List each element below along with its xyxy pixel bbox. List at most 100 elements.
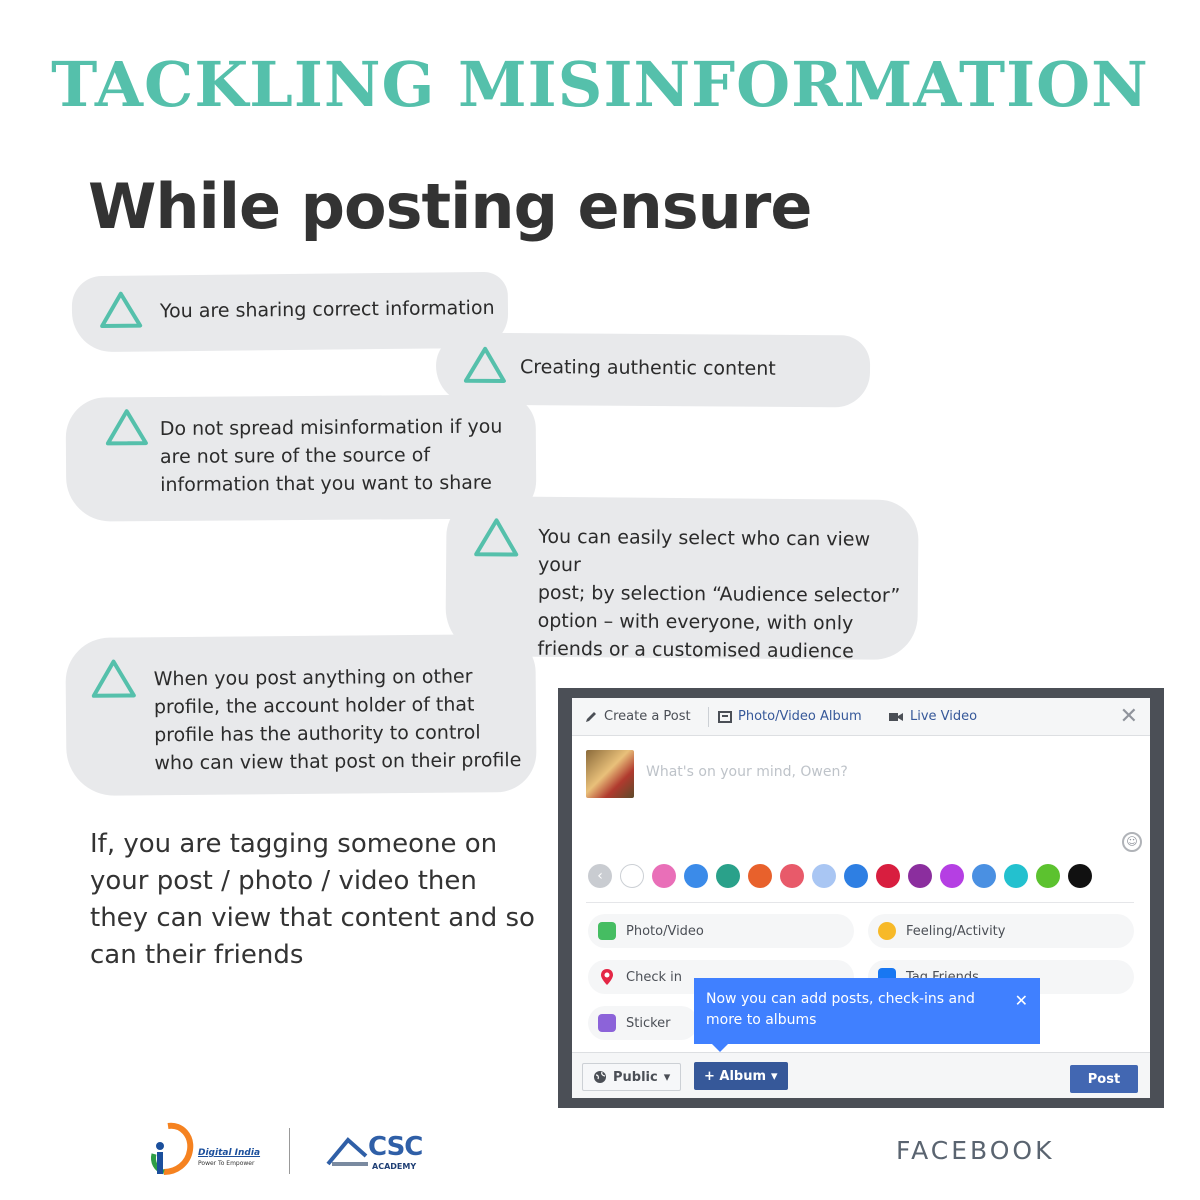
pencil-icon xyxy=(586,711,596,722)
facebook-brand: FACEBOOK xyxy=(896,1136,1055,1165)
footer-divider xyxy=(289,1128,290,1174)
digital-india-tagline: Power To Empower xyxy=(198,1160,255,1167)
tagging-line: If, you are tagging someone on xyxy=(90,829,498,859)
color-swatch[interactable] xyxy=(812,864,836,888)
color-swatch[interactable] xyxy=(716,864,740,888)
triangle-icon xyxy=(463,346,506,383)
tip-line: friends or a customised audience xyxy=(537,637,854,663)
album-tooltip: Now you can add posts, check-ins and mor… xyxy=(694,978,1040,1052)
tip-bubble-do-not-spread: Do not spread misinformation if you are … xyxy=(65,394,537,522)
tagging-line: they can view that content and so xyxy=(90,903,535,933)
tooltip-tail xyxy=(712,1044,728,1052)
globe-icon xyxy=(594,1071,606,1083)
tip-line: profile has the authority to control xyxy=(154,721,481,747)
color-swatch[interactable] xyxy=(684,864,708,888)
tooltip-line: Now you can add posts, check-ins and xyxy=(706,991,975,1007)
tagging-note: If, you are tagging someone on your post… xyxy=(90,826,540,974)
avatar xyxy=(586,750,634,798)
composer-footer: Public ▾ + Album ▾ Post xyxy=(572,1052,1150,1098)
tip-line: Do not spread misinformation if you xyxy=(159,415,503,440)
option-feeling-activity-label: Feeling/Activity xyxy=(906,923,1006,939)
color-swatch[interactable] xyxy=(620,864,644,888)
option-sticker[interactable]: Sticker xyxy=(588,1006,698,1040)
color-swatch[interactable] xyxy=(844,864,868,888)
option-feeling-activity[interactable]: Feeling/Activity xyxy=(868,914,1134,948)
tip-line: option – with everyone, with only xyxy=(537,609,854,635)
chevron-down-icon: ▾ xyxy=(663,1069,671,1085)
triangle-icon xyxy=(91,659,136,698)
triangle-icon xyxy=(105,409,148,446)
option-photo-video[interactable]: Photo/Video xyxy=(588,914,854,948)
chevron-down-icon: ▾ xyxy=(771,1068,778,1084)
tab-photo-video-album-label: Photo/Video Album xyxy=(738,709,862,724)
album-button[interactable]: + Album ▾ xyxy=(694,1062,788,1090)
tab-photo-video-album[interactable]: Photo/Video Album xyxy=(718,709,862,724)
digital-india-emblem-icon xyxy=(151,1122,194,1175)
audience-selector-button[interactable]: Public ▾ xyxy=(582,1063,682,1091)
video-camera-icon xyxy=(889,712,903,721)
digital-india-name: Digital India xyxy=(198,1148,261,1158)
chevron-left-icon[interactable]: ‹ xyxy=(588,864,612,888)
close-icon[interactable]: ✕ xyxy=(1119,704,1138,729)
location-pin-icon xyxy=(601,969,613,985)
tip-bubble-other-profile: When you post anything on other profile,… xyxy=(65,633,537,797)
tip-text: Do not spread misinformation if you are … xyxy=(160,413,503,499)
sticker-icon xyxy=(598,1014,616,1032)
color-swatch[interactable] xyxy=(972,864,996,888)
album-icon xyxy=(718,710,732,723)
color-swatch[interactable] xyxy=(876,864,900,888)
tab-create-post-label: Create a Post xyxy=(604,709,691,724)
option-check-in-label: Check in xyxy=(626,969,682,985)
post-text-input[interactable]: What's on your mind, Owen? xyxy=(646,764,848,780)
page-subtitle: While posting ensure xyxy=(88,170,812,243)
smiley-icon xyxy=(878,922,896,940)
tip-text: You are sharing correct information xyxy=(160,294,495,326)
tip-text: You can easily select who can view your … xyxy=(537,523,918,666)
triangle-icon xyxy=(474,518,519,557)
tip-line: You are sharing correct information xyxy=(159,296,495,323)
photo-icon xyxy=(598,922,616,940)
tagging-line: can their friends xyxy=(90,940,304,970)
tip-bubble-correct-info: You are sharing correct information xyxy=(71,271,509,353)
tip-text: When you post anything on other profile,… xyxy=(154,662,522,777)
tip-line: post; by selection “Audience selector” xyxy=(537,581,901,607)
csc-emblem-icon xyxy=(326,1137,368,1166)
composer-tabs: Create a Post Photo/Video Album Live Vid… xyxy=(572,698,1150,736)
tab-live-video-label: Live Video xyxy=(910,709,978,724)
tip-bubble-authentic-content: Creating authentic content xyxy=(435,332,871,408)
album-label: + Album xyxy=(704,1068,767,1084)
tab-live-video[interactable]: Live Video xyxy=(888,709,977,724)
tab-create-post[interactable]: Create a Post xyxy=(584,709,691,724)
option-sticker-label: Sticker xyxy=(626,1015,671,1031)
background-color-picker: ‹ xyxy=(588,864,1128,890)
csc-academy-logo: CSC ACADEMY xyxy=(326,1130,436,1174)
color-swatch[interactable] xyxy=(748,864,772,888)
color-swatch[interactable] xyxy=(1004,864,1028,888)
emoji-icon[interactable]: ☺ xyxy=(1122,832,1142,852)
audience-label: Public xyxy=(613,1069,658,1085)
tip-line: profile, the account holder of that xyxy=(153,693,475,719)
digital-india-logo: Digital India Power To Empower xyxy=(146,1120,266,1180)
tagging-line: your post / photo / video then xyxy=(90,866,477,896)
tip-line: are not sure of the source of xyxy=(159,444,431,468)
color-swatch[interactable] xyxy=(908,864,932,888)
color-swatch[interactable] xyxy=(1068,864,1092,888)
color-swatch[interactable] xyxy=(652,864,676,888)
tip-text: Creating authentic content xyxy=(520,353,776,383)
tip-line: who can view that post on their profile xyxy=(154,749,522,775)
color-swatch[interactable] xyxy=(1036,864,1060,888)
tooltip-close-icon[interactable]: ✕ xyxy=(1014,991,1028,1010)
tip-line: information that you want to share xyxy=(160,471,493,496)
tip-line: When you post anything on other xyxy=(153,665,473,691)
tip-line: You can easily select who can view your xyxy=(538,525,871,577)
tip-line: Creating authentic content xyxy=(519,356,776,380)
csc-subtitle: ACADEMY xyxy=(372,1162,417,1171)
color-swatch[interactable] xyxy=(780,864,804,888)
post-button[interactable]: Post xyxy=(1070,1065,1138,1093)
tab-divider xyxy=(708,707,709,727)
csc-name: CSC xyxy=(368,1132,423,1162)
tooltip-line: more to albums xyxy=(706,1012,817,1028)
option-photo-video-label: Photo/Video xyxy=(626,923,704,939)
tip-bubble-audience-selector: You can easily select who can view your … xyxy=(445,495,919,663)
color-swatch[interactable] xyxy=(940,864,964,888)
